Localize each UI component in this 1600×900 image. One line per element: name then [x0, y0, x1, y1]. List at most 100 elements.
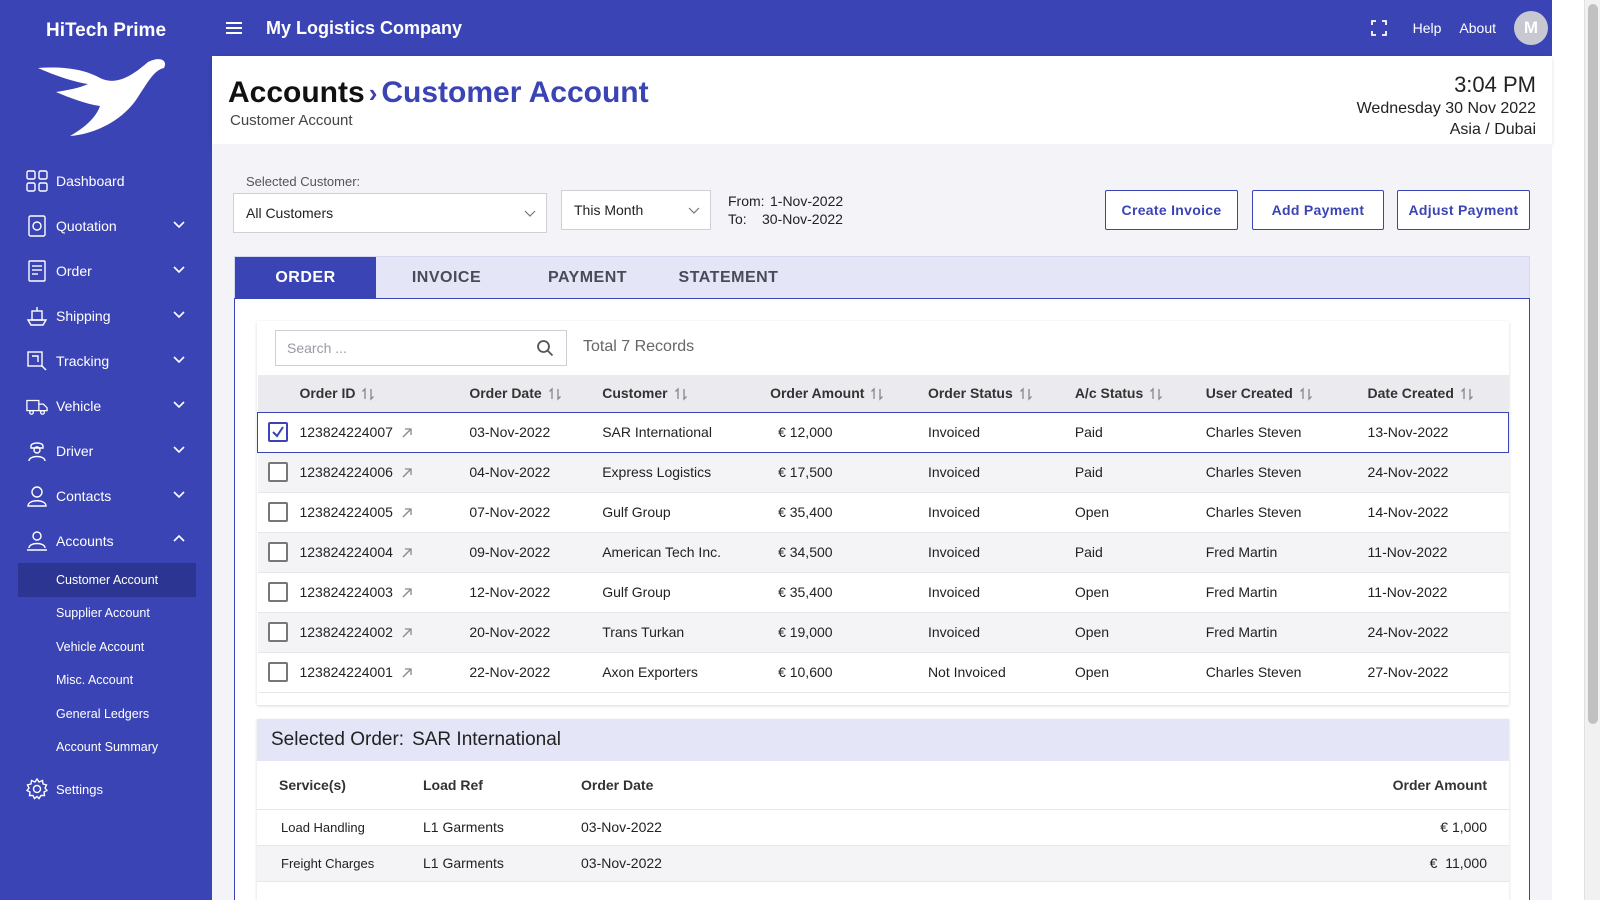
avatar[interactable]: M — [1514, 11, 1548, 45]
sort-icon[interactable] — [674, 387, 688, 401]
sidebar-subitem-vehicle-account[interactable]: Vehicle Account — [56, 639, 145, 654]
sidebar-item-settings[interactable]: Settings — [26, 778, 103, 800]
order-date-cell: 04-Nov-2022 — [469, 452, 603, 493]
header-order-id[interactable]: Order ID — [299, 375, 470, 412]
sort-icon[interactable] — [1460, 387, 1474, 401]
header-date-created[interactable]: Date Created — [1367, 375, 1509, 412]
sort-icon[interactable] — [361, 387, 375, 401]
open-link-icon[interactable] — [401, 547, 413, 559]
table-row[interactable]: 123824224005 07-Nov-2022 Gulf Group € 35,40… — [257, 492, 1509, 533]
sidebar-item-tracking[interactable]: Tracking — [0, 338, 212, 383]
sidebar-item-accounts[interactable]: Accounts — [0, 518, 212, 563]
row-checkbox[interactable] — [267, 622, 288, 642]
breadcrumb: Accounts › Customer Account — [228, 76, 649, 110]
sort-icon[interactable] — [1019, 387, 1033, 401]
user-created-cell: Fred Martin — [1205, 612, 1368, 653]
tab-statement[interactable]: STATEMENT — [678, 269, 779, 286]
header-user-created[interactable]: User Created — [1205, 375, 1368, 412]
sidebar-subitem-supplier-account[interactable]: Supplier Account — [56, 606, 150, 621]
sort-icon[interactable] — [1149, 387, 1163, 401]
sort-icon[interactable] — [870, 387, 884, 401]
chevron-down-icon — [524, 210, 536, 217]
header-order-status[interactable]: Order Status — [927, 375, 1075, 412]
row-checkbox[interactable] — [267, 582, 288, 602]
open-link-icon[interactable] — [401, 467, 413, 479]
open-link-icon[interactable] — [401, 667, 413, 679]
tab-payment[interactable]: PAYMENT — [547, 269, 628, 286]
sidebar-item-label: Driver — [56, 442, 94, 459]
order-id[interactable]: 123824224005 — [299, 504, 393, 520]
vertical-scrollbar[interactable] — [1584, 0, 1600, 900]
scrollbar-thumb[interactable] — [1588, 4, 1598, 724]
create-invoice-button[interactable]: Create Invoice — [1105, 190, 1238, 230]
fullscreen-icon[interactable] — [1370, 20, 1387, 36]
table-row[interactable]: 123824224002 20-Nov-2022 Trans Turkan € 19,… — [257, 612, 1509, 653]
table-row[interactable]: 123824224004 09-Nov-2022 American Tech Inc… — [257, 532, 1509, 573]
table-row[interactable]: 123824224006 04-Nov-2022 Express Logistics… — [257, 452, 1509, 493]
sidebar-subitem-account-summary[interactable]: Account Summary — [56, 740, 159, 755]
top-bar: My Logistics Company Help About M — [212, 0, 1552, 56]
order-id[interactable]: 123824224006 — [299, 464, 393, 480]
sidebar-subitem-general-ledgers[interactable]: General Ledgers — [56, 706, 150, 721]
sidebar-item-order[interactable]: Order — [0, 248, 212, 293]
open-link-icon[interactable] — [401, 507, 413, 519]
header-select — [257, 375, 300, 412]
search-icon[interactable] — [536, 339, 554, 357]
sidebar-subitem-customer-account[interactable]: Customer Account — [18, 563, 196, 597]
order-amount-cell: € 17,500 — [770, 452, 928, 493]
adjust-payment-button[interactable]: Adjust Payment — [1397, 190, 1530, 230]
open-link-icon[interactable] — [401, 427, 413, 439]
sidebar-item-quotation[interactable]: Quotation — [0, 203, 212, 248]
order-id[interactable]: 123824224007 — [299, 424, 393, 440]
sidebar-item-shipping[interactable]: Shipping — [0, 293, 212, 338]
sidebar-item-dashboard[interactable]: Dashboard — [0, 158, 212, 203]
header-label: Order ID — [299, 385, 356, 402]
sidebar-item-contacts[interactable]: Contacts — [0, 473, 212, 518]
order-id[interactable]: 123824224004 — [299, 544, 393, 560]
sidebar-subitem-misc-account[interactable]: Misc. Account — [56, 673, 134, 688]
row-checkbox[interactable] — [268, 422, 288, 442]
header-order-amount[interactable]: Order Amount — [770, 375, 928, 412]
header-ac-status[interactable]: A/c Status — [1074, 375, 1206, 412]
select-cell — [257, 411, 300, 453]
ac-status-cell: Paid — [1074, 411, 1206, 453]
header-customer[interactable]: Customer — [602, 375, 771, 412]
header-load-ref: Load Ref — [423, 761, 581, 810]
breadcrumb-root[interactable]: Accounts — [228, 76, 365, 109]
sidebar-item-vehicle[interactable]: Vehicle — [0, 383, 212, 428]
tab-invoice[interactable]: INVOICE — [411, 269, 482, 286]
header-label: Customer — [602, 385, 668, 402]
sort-icon[interactable] — [548, 387, 562, 401]
order-id[interactable]: 123824224002 — [299, 624, 393, 640]
table-row[interactable]: 123824224001 22-Nov-2022 Axon Exporters € 1… — [257, 652, 1509, 693]
vehicle-icon — [26, 395, 48, 417]
open-link-icon[interactable] — [401, 627, 413, 639]
ac-status-cell: Open — [1074, 492, 1206, 533]
help-link[interactable]: Help — [1412, 20, 1442, 36]
tab-order[interactable]: ORDER — [235, 257, 376, 299]
table-row[interactable]: 123824224003 12-Nov-2022 Gulf Group € 35,40… — [257, 572, 1509, 613]
period-select[interactable]: This Month — [561, 190, 711, 230]
customer-cell: SAR International — [602, 411, 771, 453]
sort-icon[interactable] — [1299, 387, 1313, 401]
table-row[interactable]: 123824224007 03-Nov-2022 SAR International… — [257, 411, 1509, 453]
header-order-date[interactable]: Order Date — [469, 375, 603, 412]
order-id[interactable]: 123824224003 — [299, 584, 393, 600]
customer-select-value: All Customers — [246, 205, 334, 221]
search-input[interactable] — [276, 331, 516, 365]
period-select-value: This Month — [574, 202, 644, 218]
open-link-icon[interactable] — [401, 587, 413, 599]
hamburger-menu-icon[interactable] — [224, 18, 244, 38]
order-amount-cell: € 35,400 — [770, 492, 928, 533]
about-link[interactable]: About — [1459, 20, 1496, 36]
add-payment-button[interactable]: Add Payment — [1252, 190, 1384, 230]
tab-bar: ORDER INVOICE PAYMENT STATEMENT — [234, 256, 1530, 300]
row-checkbox[interactable] — [267, 462, 288, 482]
sidebar-item-label: Accounts — [56, 532, 114, 549]
row-checkbox[interactable] — [267, 542, 288, 562]
sidebar-item-driver[interactable]: Driver — [0, 428, 212, 473]
row-checkbox[interactable] — [267, 662, 288, 682]
customer-select[interactable]: All Customers — [233, 193, 547, 233]
order-id[interactable]: 123824224001 — [299, 664, 393, 680]
row-checkbox[interactable] — [267, 502, 288, 522]
